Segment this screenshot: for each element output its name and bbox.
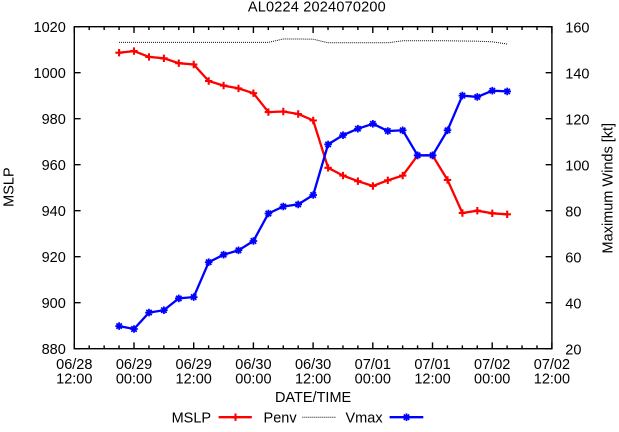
svg-text:06/28: 06/28 [56, 357, 92, 373]
svg-text:Maximum Winds [kt]: Maximum Winds [kt] [601, 123, 617, 254]
svg-text:00:00: 00:00 [116, 372, 152, 388]
svg-text:07/01: 07/01 [414, 357, 450, 373]
svg-text:00:00: 00:00 [355, 372, 391, 388]
svg-text:00:00: 00:00 [474, 372, 510, 388]
svg-text:DATE/TIME: DATE/TIME [275, 390, 352, 406]
svg-text:12:00: 12:00 [534, 372, 570, 388]
svg-text:06/30: 06/30 [235, 357, 271, 373]
svg-text:920: 920 [42, 250, 66, 266]
svg-text:1000: 1000 [34, 66, 66, 82]
svg-text:MSLP: MSLP [172, 410, 212, 426]
svg-text:980: 980 [42, 112, 66, 128]
svg-text:900: 900 [42, 296, 66, 312]
svg-text:07/01: 07/01 [355, 357, 391, 373]
svg-text:12:00: 12:00 [176, 372, 212, 388]
svg-text:940: 940 [42, 204, 66, 220]
svg-text:AL0224 2024070200: AL0224 2024070200 [248, 0, 386, 15]
svg-text:Vmax: Vmax [346, 410, 384, 426]
svg-text:Penv: Penv [264, 410, 298, 426]
svg-text:100: 100 [565, 159, 589, 175]
svg-text:06/29: 06/29 [176, 357, 212, 373]
svg-text:07/02: 07/02 [474, 357, 510, 373]
svg-text:40: 40 [565, 297, 581, 313]
svg-text:80: 80 [565, 205, 581, 221]
svg-text:12:00: 12:00 [295, 372, 331, 388]
svg-text:60: 60 [565, 251, 581, 267]
svg-text:140: 140 [565, 67, 589, 83]
svg-text:00:00: 00:00 [235, 372, 271, 388]
svg-text:06/30: 06/30 [295, 357, 331, 373]
svg-text:20: 20 [565, 343, 581, 359]
svg-text:12:00: 12:00 [414, 372, 450, 388]
svg-text:160: 160 [565, 21, 589, 37]
svg-text:1020: 1020 [34, 20, 66, 36]
svg-text:06/29: 06/29 [116, 357, 152, 373]
svg-text:960: 960 [42, 158, 66, 174]
svg-text:MSLP: MSLP [1, 167, 17, 207]
svg-text:880: 880 [42, 342, 66, 358]
svg-text:12:00: 12:00 [56, 372, 92, 388]
svg-text:120: 120 [565, 113, 589, 129]
svg-text:07/02: 07/02 [534, 357, 570, 373]
